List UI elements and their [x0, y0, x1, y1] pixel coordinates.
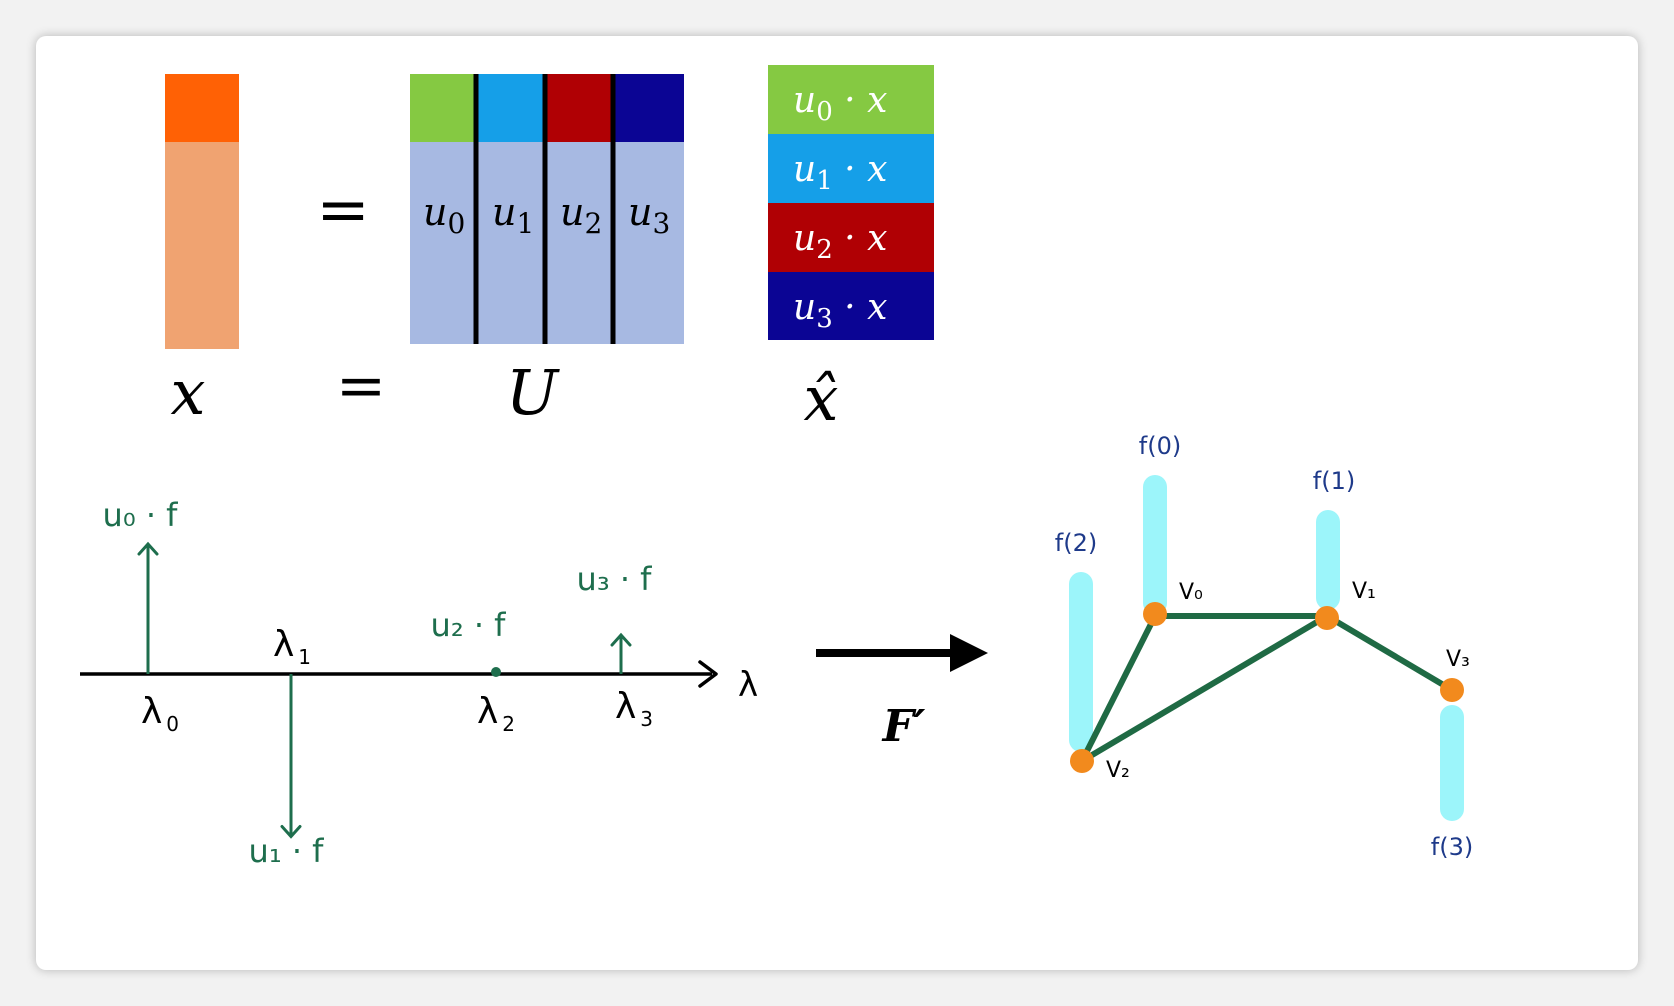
spectral-coefficients-xhat: u0 · x u1 · x u2 · x u3 · x	[768, 65, 934, 340]
matrix-col-1-header	[478, 74, 547, 142]
node-v3	[1440, 678, 1464, 702]
signal-bar-v0	[1143, 475, 1167, 615]
diagram-card: = u0 u1 u2 u3 u0 · x u1 · x u2 · x u3 · …	[36, 36, 1638, 970]
equals-sign-bottom: =	[336, 351, 386, 421]
signal-bar-v2	[1069, 572, 1093, 752]
spectrum-stems: u₀ · f λ 0 u₁ · f λ 1 u₂ · f λ 2 u₃ · f λ 3	[103, 496, 653, 870]
x-vector-top	[165, 74, 239, 142]
transform-label: F′	[881, 701, 926, 752]
node-label-v2: V₂	[1106, 758, 1130, 783]
spectrum-value-label-3: u₃ · f	[577, 560, 653, 598]
lambda-axis-label: λ	[738, 665, 758, 705]
coef-row-3	[768, 272, 934, 340]
node-v1	[1315, 606, 1339, 630]
x-label: x	[171, 356, 206, 429]
spectral-graph-diagram: = u0 u1 u2 u3 u0 · x u1 · x u2 · x u3 · …	[80, 65, 1473, 870]
transform-arrow: F′	[816, 634, 988, 752]
spectrum-value-label-2: u₂ · f	[431, 606, 507, 644]
node-label-v0: V₀	[1179, 580, 1203, 605]
x-vector-body	[165, 142, 239, 349]
signal-label-f3: f(3)	[1431, 833, 1473, 861]
edge-v1-v3	[1325, 613, 1454, 693]
coef-row-1	[768, 134, 934, 203]
coef-label-3: u3 · x	[793, 287, 887, 334]
matrix-col-2-header	[547, 74, 615, 142]
eigenvector-matrix-U: u0 u1 u2 u3	[410, 74, 684, 344]
matrix-col-label-2: u2	[560, 190, 602, 240]
matrix-col-label-1: u1	[492, 190, 534, 240]
coef-label-2: u2 · x	[793, 218, 887, 265]
equals-sign-top: =	[316, 173, 370, 247]
signal-label-f0: f(0)	[1139, 432, 1181, 460]
spectrum-arrowhead-3	[610, 632, 632, 647]
node-v0	[1143, 602, 1167, 626]
coef-row-0	[768, 65, 934, 134]
node-label-v1: V₁	[1352, 579, 1376, 604]
matrix-col-label-3: u3	[628, 190, 670, 240]
edge-v1-v2	[1080, 613, 1329, 764]
matrix-col-label-0: u0	[423, 190, 465, 240]
transform-arrow-head	[950, 634, 988, 672]
spectrum-arrowhead-0	[137, 541, 159, 556]
signal-bar-v1	[1316, 510, 1340, 610]
coef-row-2	[768, 203, 934, 272]
signal-vector-x	[165, 74, 239, 349]
frequency-spectrum: λ u₀ · f λ 0 u₁ · f λ 1 u₂ · f λ 2 u₃ · f λ 3	[80, 496, 758, 870]
spectrum-zero-point-2	[491, 667, 501, 677]
matrix-col-0-header	[410, 74, 478, 142]
xhat-label: x̂	[804, 362, 839, 435]
U-label: U	[506, 356, 560, 429]
signal-bar-v3	[1440, 705, 1464, 821]
node-v2	[1070, 749, 1094, 773]
edge-v0-v2	[1079, 614, 1158, 763]
spectrum-arrowhead-1	[280, 825, 302, 839]
spectrum-value-label-0: u₀ · f	[103, 496, 179, 534]
spectrum-value-label-1: u₁ · f	[249, 832, 325, 870]
coef-label-1: u1 · x	[793, 149, 887, 196]
lambda-axis-arrowhead	[698, 660, 718, 688]
node-label-v3: V₃	[1446, 647, 1470, 672]
graph-signal: V₀ V₁ V₂ V₃ f(0) f(1) f(2) f(3)	[1055, 432, 1473, 861]
signal-label-f2: f(2)	[1055, 529, 1097, 557]
coef-label-0: u0 · x	[793, 80, 887, 127]
signal-label-f1: f(1)	[1313, 467, 1355, 495]
matrix-col-3-header	[615, 74, 684, 142]
